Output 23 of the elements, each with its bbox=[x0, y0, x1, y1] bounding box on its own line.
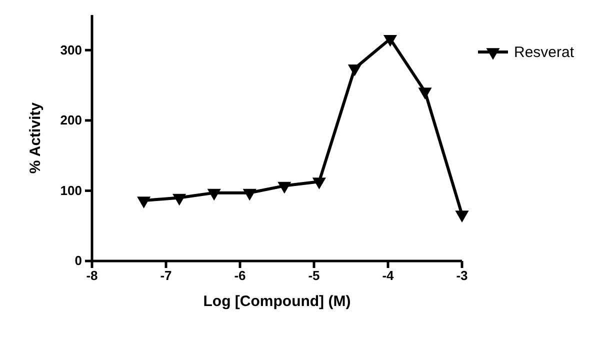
point bbox=[278, 182, 292, 194]
x-tick-label: -4 bbox=[382, 268, 395, 284]
legend-label: Resverat bbox=[514, 44, 575, 61]
x-tick-label: -7 bbox=[160, 268, 172, 284]
point bbox=[418, 88, 432, 100]
x-tick-label: -6 bbox=[234, 268, 246, 284]
x-tick-label: -3 bbox=[456, 268, 468, 284]
y-tick-label: 200 bbox=[60, 112, 82, 128]
point bbox=[172, 194, 186, 206]
y-tick-label: 100 bbox=[60, 182, 82, 198]
point bbox=[242, 188, 256, 201]
y-tick-label: 300 bbox=[60, 42, 82, 58]
point bbox=[455, 210, 469, 222]
x-axis-title: Log [Compound] (M) bbox=[203, 293, 351, 310]
y-axis-title: % Activity bbox=[27, 102, 44, 174]
point bbox=[383, 34, 398, 47]
x-tick-label: -8 bbox=[86, 268, 98, 284]
point bbox=[312, 178, 326, 190]
point bbox=[137, 196, 151, 208]
y-tick-label: 0 bbox=[74, 253, 82, 268]
x-tick-label: -5 bbox=[308, 268, 320, 284]
point bbox=[348, 64, 362, 76]
point bbox=[207, 188, 221, 201]
